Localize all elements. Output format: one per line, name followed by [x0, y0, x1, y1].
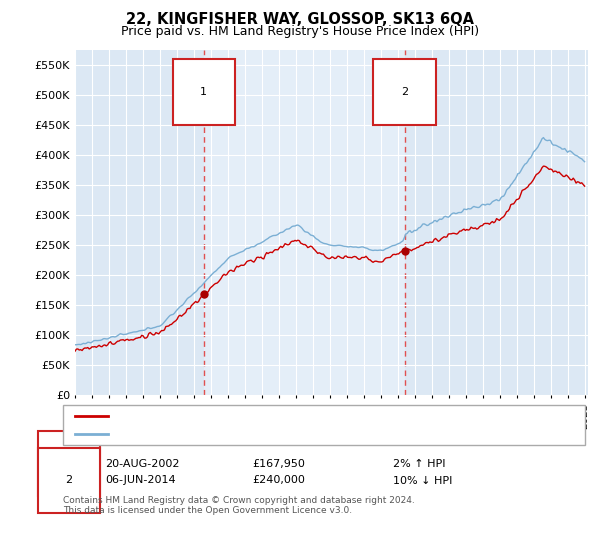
- Text: 2: 2: [65, 475, 73, 486]
- Text: Contains HM Land Registry data © Crown copyright and database right 2024.
This d: Contains HM Land Registry data © Crown c…: [63, 496, 415, 515]
- Text: 10% ↓ HPI: 10% ↓ HPI: [393, 475, 452, 486]
- Text: 06-JUN-2014: 06-JUN-2014: [105, 475, 176, 486]
- Text: 20-AUG-2002: 20-AUG-2002: [105, 459, 179, 469]
- Text: 2% ↑ HPI: 2% ↑ HPI: [393, 459, 445, 469]
- Text: HPI: Average price, detached house, High Peak: HPI: Average price, detached house, High…: [114, 429, 359, 439]
- Text: £167,950: £167,950: [252, 459, 305, 469]
- Bar: [204, 50, 405, 395]
- Text: 2: 2: [401, 87, 409, 97]
- Text: 1: 1: [65, 459, 73, 469]
- Text: 22, KINGFISHER WAY, GLOSSOP, SK13 6QA: 22, KINGFISHER WAY, GLOSSOP, SK13 6QA: [126, 12, 474, 27]
- Text: 1: 1: [200, 87, 208, 97]
- Text: £240,000: £240,000: [252, 475, 305, 486]
- Text: Price paid vs. HM Land Registry's House Price Index (HPI): Price paid vs. HM Land Registry's House …: [121, 25, 479, 38]
- Text: 22, KINGFISHER WAY, GLOSSOP, SK13 6QA (detached house): 22, KINGFISHER WAY, GLOSSOP, SK13 6QA (d…: [114, 411, 431, 421]
